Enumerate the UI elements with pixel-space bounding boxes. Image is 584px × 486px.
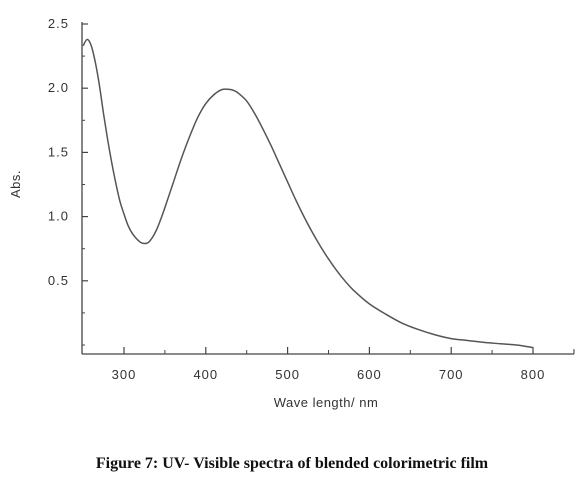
y-tick-label: 2.5 bbox=[48, 16, 69, 31]
y-tick-label: 2.0 bbox=[48, 80, 69, 95]
series-line-0 bbox=[82, 38, 534, 349]
x-tick-label: 400 bbox=[193, 367, 218, 382]
x-tick-label: 500 bbox=[275, 367, 300, 382]
x-axis-title: Wave length/ nm bbox=[274, 395, 379, 410]
x-tick-label: 700 bbox=[439, 367, 464, 382]
y-axis-title: Abs. bbox=[8, 170, 23, 198]
x-tick-label: 800 bbox=[521, 367, 546, 382]
figure-caption: Figure 7: UV- Visible spectra of blended… bbox=[95, 455, 489, 472]
x-tick-label: 600 bbox=[357, 367, 382, 382]
uv-vis-chart: 0.5 1.0 1.5 2.0 2.5 300 400 500 600 700 800 Wave l… bbox=[8, 16, 575, 410]
axes bbox=[81, 22, 574, 355]
y-tick-label: 0.5 bbox=[48, 273, 69, 288]
y-tick-label: 1.0 bbox=[48, 209, 69, 224]
tick-labels: 0.5 1.0 1.5 2.0 2.5 300 400 500 600 700 800 bbox=[48, 16, 546, 382]
tick-marks bbox=[82, 23, 575, 354]
series-layer bbox=[82, 38, 534, 349]
y-tick-label: 1.5 bbox=[48, 144, 69, 159]
x-tick-label: 300 bbox=[112, 367, 137, 382]
